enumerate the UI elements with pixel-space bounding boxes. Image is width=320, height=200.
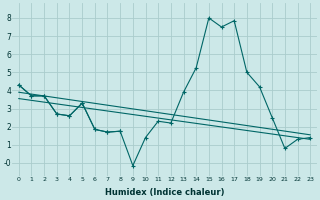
X-axis label: Humidex (Indice chaleur): Humidex (Indice chaleur) [105, 188, 224, 197]
